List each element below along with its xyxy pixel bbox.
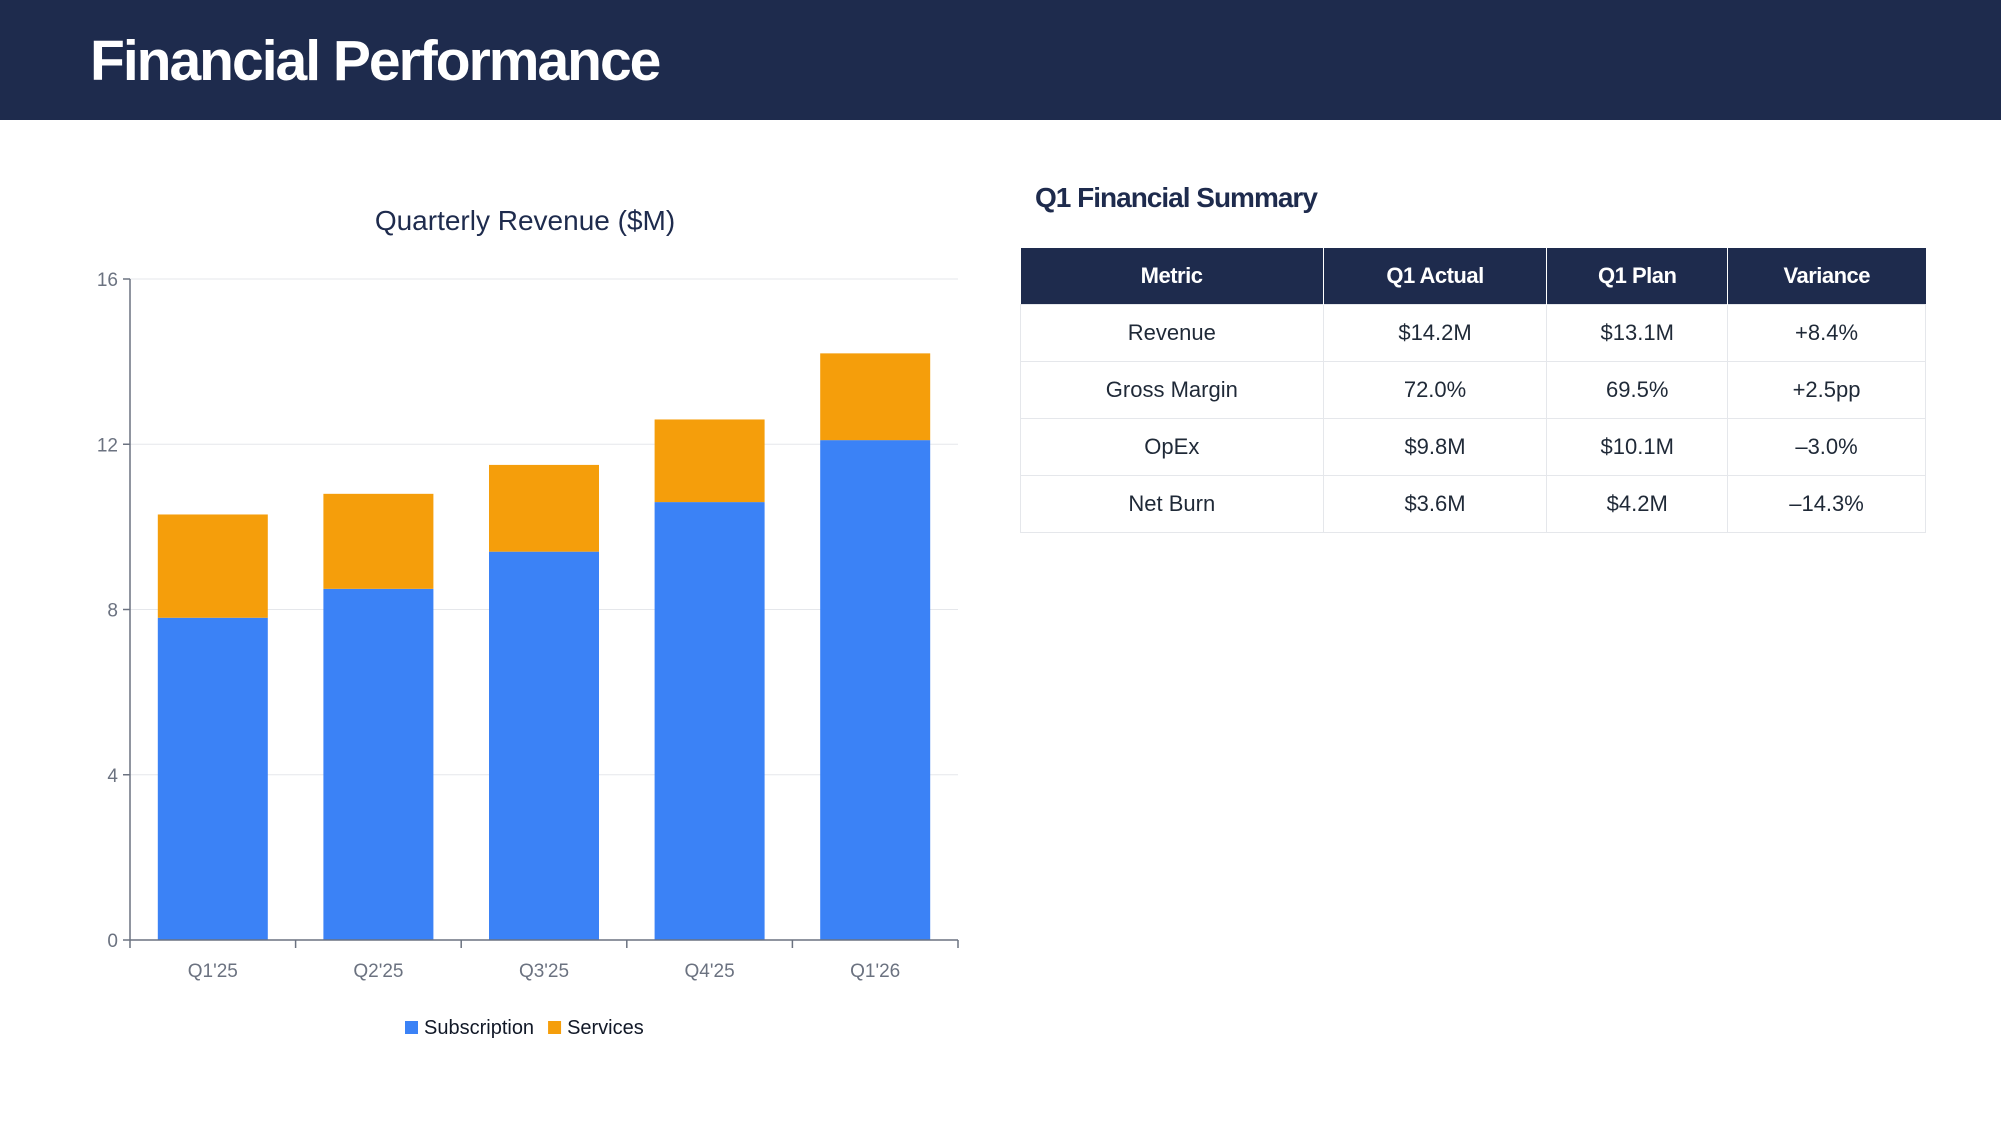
bar-services-0 <box>157 514 268 618</box>
summary-header-row: Metric Q1 Actual Q1 Plan Variance <box>1020 248 1926 305</box>
x-tick-label: Q3'25 <box>519 961 569 982</box>
cell-plan: 69.5% <box>1546 361 1729 419</box>
cell-metric: OpEx <box>1020 418 1324 476</box>
y-tick-label: 8 <box>107 601 118 622</box>
legend-swatch-subscription <box>405 1021 418 1034</box>
summary-title: Q1 Financial Summary <box>1035 182 1318 213</box>
bar-services-4 <box>820 353 931 441</box>
chart-axes: 0 4 8 12 16 Q1'25 Q2'25 Q3'25 Q4'25 Q1'26 <box>97 270 959 982</box>
bar-subscription-4 <box>820 440 931 940</box>
cell-plan: $13.1M <box>1546 304 1729 362</box>
table-row: Net Burn $3.6M $4.2M –14.3% <box>1020 475 1926 533</box>
cell-metric: Net Burn <box>1020 475 1324 533</box>
chart-legend: Subscription Services <box>405 1017 644 1039</box>
table-row: Revenue $14.2M $13.1M +8.4% <box>1020 304 1926 362</box>
chart-title: Quarterly Revenue ($M) <box>375 205 675 236</box>
bar-subscription-3 <box>654 502 765 940</box>
x-tick-label: Q2'25 <box>353 961 403 982</box>
cell-variance: –3.0% <box>1727 418 1926 476</box>
cell-actual: $14.2M <box>1322 304 1548 362</box>
bar-services-2 <box>489 464 599 552</box>
cell-variance: +2.5pp <box>1727 361 1926 419</box>
legend-label-subscription: Subscription <box>424 1017 534 1039</box>
bar-services-3 <box>654 419 765 503</box>
chart-bars <box>157 353 931 940</box>
cell-actual: $9.8M <box>1322 418 1548 476</box>
cell-metric: Revenue <box>1020 304 1324 362</box>
cell-actual: $3.6M <box>1322 475 1548 533</box>
x-tick-label: Q1'25 <box>188 961 238 982</box>
table-row: Gross Margin 72.0% 69.5% +2.5pp <box>1020 361 1926 419</box>
legend-label-services: Services <box>567 1017 644 1039</box>
y-tick-label: 12 <box>97 435 118 456</box>
y-tick-label: 16 <box>97 270 118 291</box>
cell-plan: $4.2M <box>1546 475 1729 533</box>
bar-subscription-2 <box>489 551 599 940</box>
revenue-chart: Quarterly Revenue ($M) 0 4 8 12 16 Q1'25 Q2'25… <box>97 205 959 1039</box>
bar-services-1 <box>323 493 434 589</box>
cell-actual: 72.0% <box>1322 361 1548 419</box>
y-tick-label: 0 <box>107 931 118 952</box>
cell-plan: $10.1M <box>1546 418 1729 476</box>
table-row: OpEx $9.8M $10.1M –3.0% <box>1020 418 1926 476</box>
column-header-q1-actual: Q1 Actual <box>1322 248 1547 305</box>
column-header-q1-plan: Q1 Plan <box>1546 248 1728 305</box>
column-header-variance: Variance <box>1727 248 1926 305</box>
summary-table: Metric Q1 Actual Q1 Plan Variance Revenu… <box>1020 248 1926 533</box>
legend-swatch-services <box>548 1021 562 1034</box>
x-tick-label: Q1'26 <box>850 961 900 982</box>
header-bar: Financial Performance <box>0 0 2001 120</box>
x-tick-label: Q4'25 <box>685 961 735 982</box>
y-tick-label: 4 <box>107 766 118 787</box>
page-title: Financial Performance <box>90 29 661 93</box>
cell-metric: Gross Margin <box>1020 361 1324 419</box>
cell-variance: +8.4% <box>1727 304 1926 362</box>
column-header-metric: Metric <box>1020 248 1324 305</box>
cell-variance: –14.3% <box>1727 475 1926 533</box>
bar-subscription-0 <box>157 617 268 940</box>
bar-subscription-1 <box>323 588 434 940</box>
